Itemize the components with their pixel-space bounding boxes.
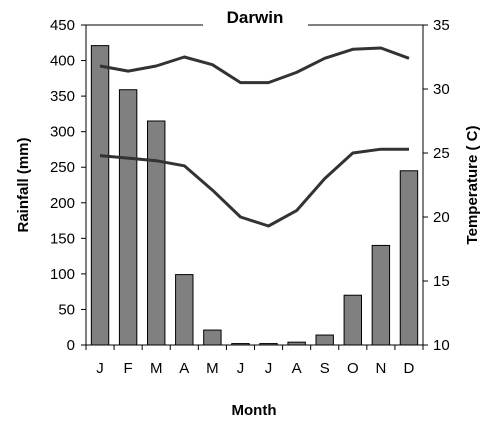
rainfall-bar xyxy=(203,329,222,346)
right-y-tick-label: 30 xyxy=(433,81,450,98)
x-tick-label: D xyxy=(404,360,415,377)
x-tick-label: J xyxy=(265,360,273,377)
left-y-tick-label: 100 xyxy=(50,266,75,283)
x-tick-label: A xyxy=(292,360,302,377)
x-axis-title: Month xyxy=(232,402,277,419)
left-y-tick-label: 400 xyxy=(50,53,75,70)
max-temperature-line xyxy=(99,46,410,85)
left-y-tick-label: 450 xyxy=(50,17,75,34)
left-y-axis-title: Rainfall (mm) xyxy=(15,137,32,232)
left-y-tick-label: 300 xyxy=(50,124,75,141)
x-tick-label: M xyxy=(206,360,219,377)
min-temperature-line xyxy=(99,147,409,228)
left-y-tick-label: 50 xyxy=(58,301,75,318)
x-tick-label: J xyxy=(96,360,104,377)
x-tick-label: J xyxy=(237,360,245,377)
rainfall-bar xyxy=(118,89,138,346)
right-y-tick-label: 25 xyxy=(433,145,450,162)
axes xyxy=(81,24,428,350)
rainfall-bar xyxy=(147,120,166,346)
right-y-tick-label: 35 xyxy=(433,17,450,34)
rainfall-bar xyxy=(175,274,194,346)
rainfall-bar xyxy=(371,244,391,346)
x-tick-label: A xyxy=(179,360,189,377)
x-tick-label: F xyxy=(124,360,133,377)
right-y-tick-label: 15 xyxy=(433,273,450,290)
x-tick-label: N xyxy=(375,360,386,377)
x-tick-label: O xyxy=(347,360,359,377)
chart-title: Darwin xyxy=(227,8,284,27)
rainfall-bar xyxy=(343,294,362,346)
chart-title-background xyxy=(203,4,308,28)
right-y-axis-title: Temperature ( C) xyxy=(464,126,481,245)
x-tick-label: M xyxy=(150,360,163,377)
rainfall-bar xyxy=(315,334,334,346)
rainfall-bar xyxy=(90,45,110,346)
x-tick-label: S xyxy=(320,360,330,377)
left-y-tick-label: 0 xyxy=(67,337,75,354)
right-y-tick-label: 20 xyxy=(433,209,450,226)
rainfall-bar xyxy=(399,170,419,346)
temperature-lines xyxy=(99,46,410,228)
tick-labels: 0 50 100 150 200 250 300 350 400 450 10 15 20 25 30 35 J… xyxy=(50,17,450,377)
left-y-tick-label: 150 xyxy=(50,230,75,247)
left-y-tick-label: 200 xyxy=(50,195,75,212)
left-y-tick-label: 350 xyxy=(50,88,75,105)
right-y-tick-label: 10 xyxy=(433,337,450,354)
left-y-tick-label: 250 xyxy=(50,159,75,176)
rainfall-bars xyxy=(90,45,419,346)
